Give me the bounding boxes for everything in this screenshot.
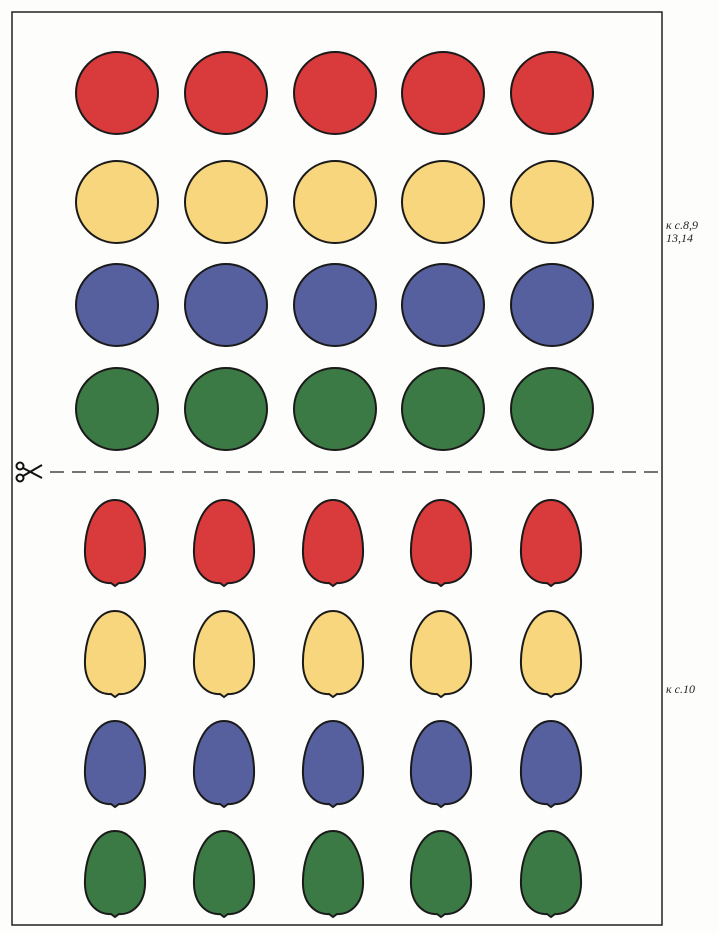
circle-cutout <box>401 51 485 135</box>
circle-cutout <box>401 367 485 451</box>
circle-cutout <box>75 263 159 347</box>
egg-cutout <box>192 609 256 699</box>
egg-cutout <box>192 719 256 809</box>
frame <box>11 11 663 926</box>
egg-cutout <box>409 609 473 699</box>
circle-cutout <box>184 160 268 244</box>
egg-cutout <box>301 498 365 588</box>
egg-cutout <box>519 609 583 699</box>
circle-cutout <box>293 367 377 451</box>
circle-cutout <box>75 367 159 451</box>
circle-cutout <box>184 263 268 347</box>
circle-cutout <box>184 51 268 135</box>
egg-cutout <box>519 719 583 809</box>
circle-cutout <box>293 263 377 347</box>
egg-cutout <box>83 609 147 699</box>
circle-cutout <box>293 160 377 244</box>
egg-cutout <box>409 829 473 919</box>
reference-text: к с.10 <box>666 682 695 696</box>
egg-cutout <box>301 829 365 919</box>
egg-cutout <box>409 719 473 809</box>
egg-cutout <box>409 498 473 588</box>
circle-cutout <box>293 51 377 135</box>
scissors-icon <box>15 461 43 483</box>
circle-cutout <box>510 367 594 451</box>
circle-cutout <box>75 51 159 135</box>
reference-text: к с.8,9 <box>666 218 698 232</box>
egg-cutout <box>519 829 583 919</box>
circle-cutout <box>75 160 159 244</box>
egg-cutout <box>301 609 365 699</box>
egg-cutout <box>192 498 256 588</box>
egg-cutout <box>519 498 583 588</box>
circle-cutout <box>401 263 485 347</box>
circle-cutout <box>184 367 268 451</box>
circle-cutout <box>401 160 485 244</box>
circle-cutout <box>510 51 594 135</box>
circle-cutout <box>510 160 594 244</box>
circle-cutout <box>510 263 594 347</box>
egg-cutout <box>83 829 147 919</box>
egg-cutout <box>301 719 365 809</box>
egg-cutout <box>192 829 256 919</box>
reference-text: 13,14 <box>666 231 693 245</box>
egg-cutout <box>83 498 147 588</box>
egg-cutout <box>83 719 147 809</box>
